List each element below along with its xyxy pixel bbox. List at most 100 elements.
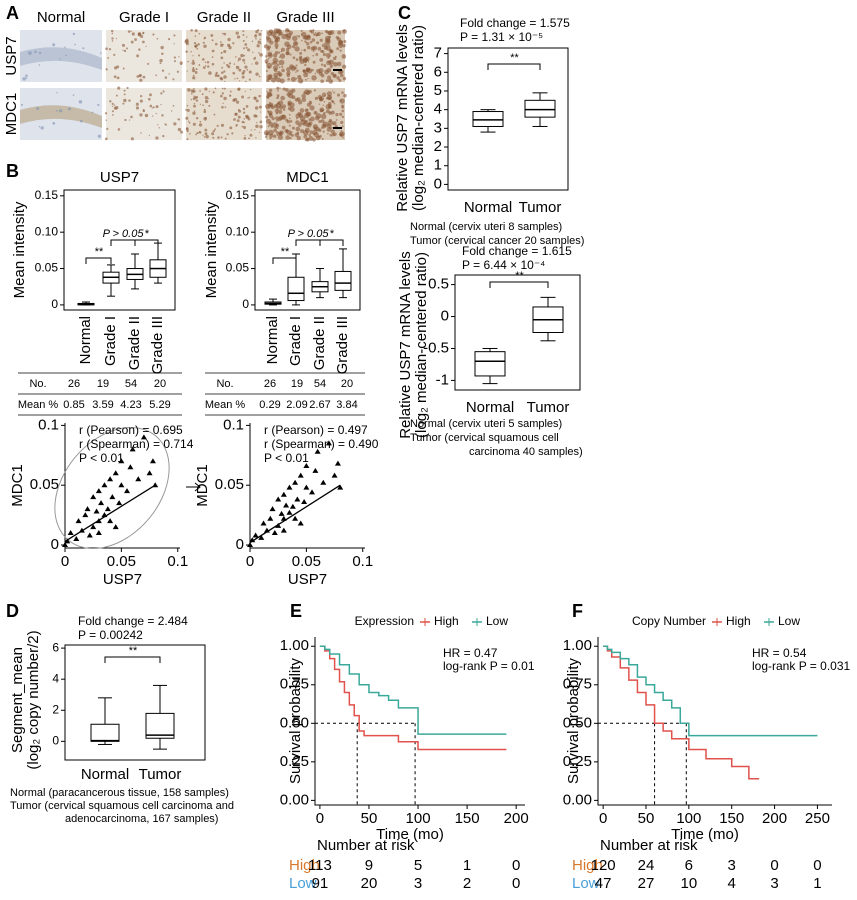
stain-dot [162,90,165,93]
panel-label: A [6,3,19,23]
y-tick-label: 0.15 [35,188,59,202]
category-label: Grade III [334,316,351,374]
stain-dot [248,137,250,140]
stain-dot [136,54,140,58]
stain-dot [330,129,335,134]
sig-bracket [487,63,541,70]
stain-dot [122,67,125,70]
tissue-band [20,105,102,128]
stain-dot [288,30,294,36]
stain-dot [325,39,331,45]
y-axis-label: Survival probability [287,658,304,784]
stain-dot [309,29,313,33]
stain-dot [74,43,76,46]
stain-dot [72,94,75,96]
stain-dot [325,79,329,82]
stain-dot [222,43,224,46]
stain-dot [254,61,259,65]
stain-dot [317,94,323,100]
stain-dot [240,53,244,58]
stain-dot [113,75,117,79]
stain-dot [259,111,262,113]
stain-dot [148,134,150,137]
y-tick-label: 0.05 [35,261,59,275]
table-cell: 2.67 [309,399,330,411]
stain-dot [259,53,263,57]
stain-dot [299,51,303,55]
stain-dot [191,68,196,73]
stain-dot [309,105,315,111]
stain-dot [279,78,285,84]
stain-dot [326,60,332,66]
column-header: Grade I [119,9,169,26]
stain-dot [122,102,125,105]
risk-count: 27 [638,875,655,892]
stain-dot [308,101,313,105]
stain-dot [329,64,333,68]
stain-dot [130,40,134,44]
stat-text: Fold change = 1.575 [460,16,570,30]
stain-dot [268,101,271,104]
stain-dot [190,89,194,93]
stain-dot [178,56,180,58]
stain-dot [186,130,189,133]
stain-dot [172,105,175,107]
point [95,530,102,536]
y-tick-label: 2 [434,138,442,155]
sig-bracket [272,257,297,264]
stat-text: r (Pearson) = 0.695 [79,423,183,437]
stain-dot [235,31,239,35]
stain-dot [64,46,66,48]
stain-dot [142,40,145,44]
stain-dot [298,100,303,105]
stain-dot [160,45,164,50]
stain-dot [327,57,330,59]
stain-dot [194,35,197,37]
y-tick-label: 6 [434,63,442,80]
point [104,506,111,512]
stain-dot [204,87,208,91]
stain-dot [303,91,307,95]
stain-dot [254,128,256,131]
stain-dot [307,61,310,63]
stain-dot [239,80,241,82]
stain-dot [314,96,319,101]
stain-dot [128,119,131,121]
stain-dot [321,137,324,140]
stain-dot [276,77,281,83]
stain-dot [292,56,296,60]
risk-count: 120 [591,857,616,874]
stain-dot [56,109,58,112]
point [309,489,316,495]
point [297,472,304,478]
stain-dot [339,131,345,137]
table-cell: 20 [341,378,353,390]
stain-dot [193,42,197,45]
stain-dot [220,123,225,127]
note: carcinoma 40 samples) [469,446,583,458]
point [301,498,308,504]
stain-dot [108,48,112,51]
y-tick-label: 0 [51,297,58,311]
stat-text: r (Pearson) = 0.497 [264,423,368,437]
stain-dot [303,134,308,139]
y-tick-label: 0.05 [30,476,59,493]
stain-dot [272,34,277,39]
legend-label: High [726,614,751,628]
stain-dot [313,132,320,138]
note: Normal (cervix uteri 8 samples) [410,221,562,233]
stain-dot [308,121,313,126]
stain-dot [342,29,346,32]
stain-dot [97,134,102,138]
x-tick-label: 0.05 [292,553,321,570]
stain-dot [339,98,345,104]
stain-dot [123,49,127,53]
stain-dot [194,29,198,33]
y-tick-label: 0.05 [226,261,250,275]
risk-title: Number at risk [317,837,415,854]
stain-dot [126,86,129,90]
stain-dot [313,33,316,36]
point [140,434,147,440]
stain-dot [136,75,139,78]
stain-dot [329,133,333,137]
